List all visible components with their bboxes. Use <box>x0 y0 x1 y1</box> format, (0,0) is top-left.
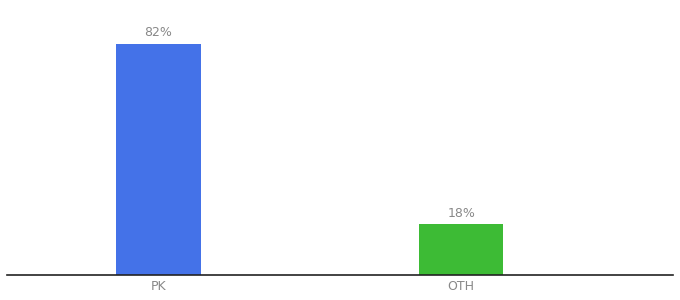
Bar <box>419 224 503 275</box>
Text: 82%: 82% <box>144 26 172 39</box>
Text: 18%: 18% <box>447 207 475 220</box>
Bar <box>116 44 201 275</box>
